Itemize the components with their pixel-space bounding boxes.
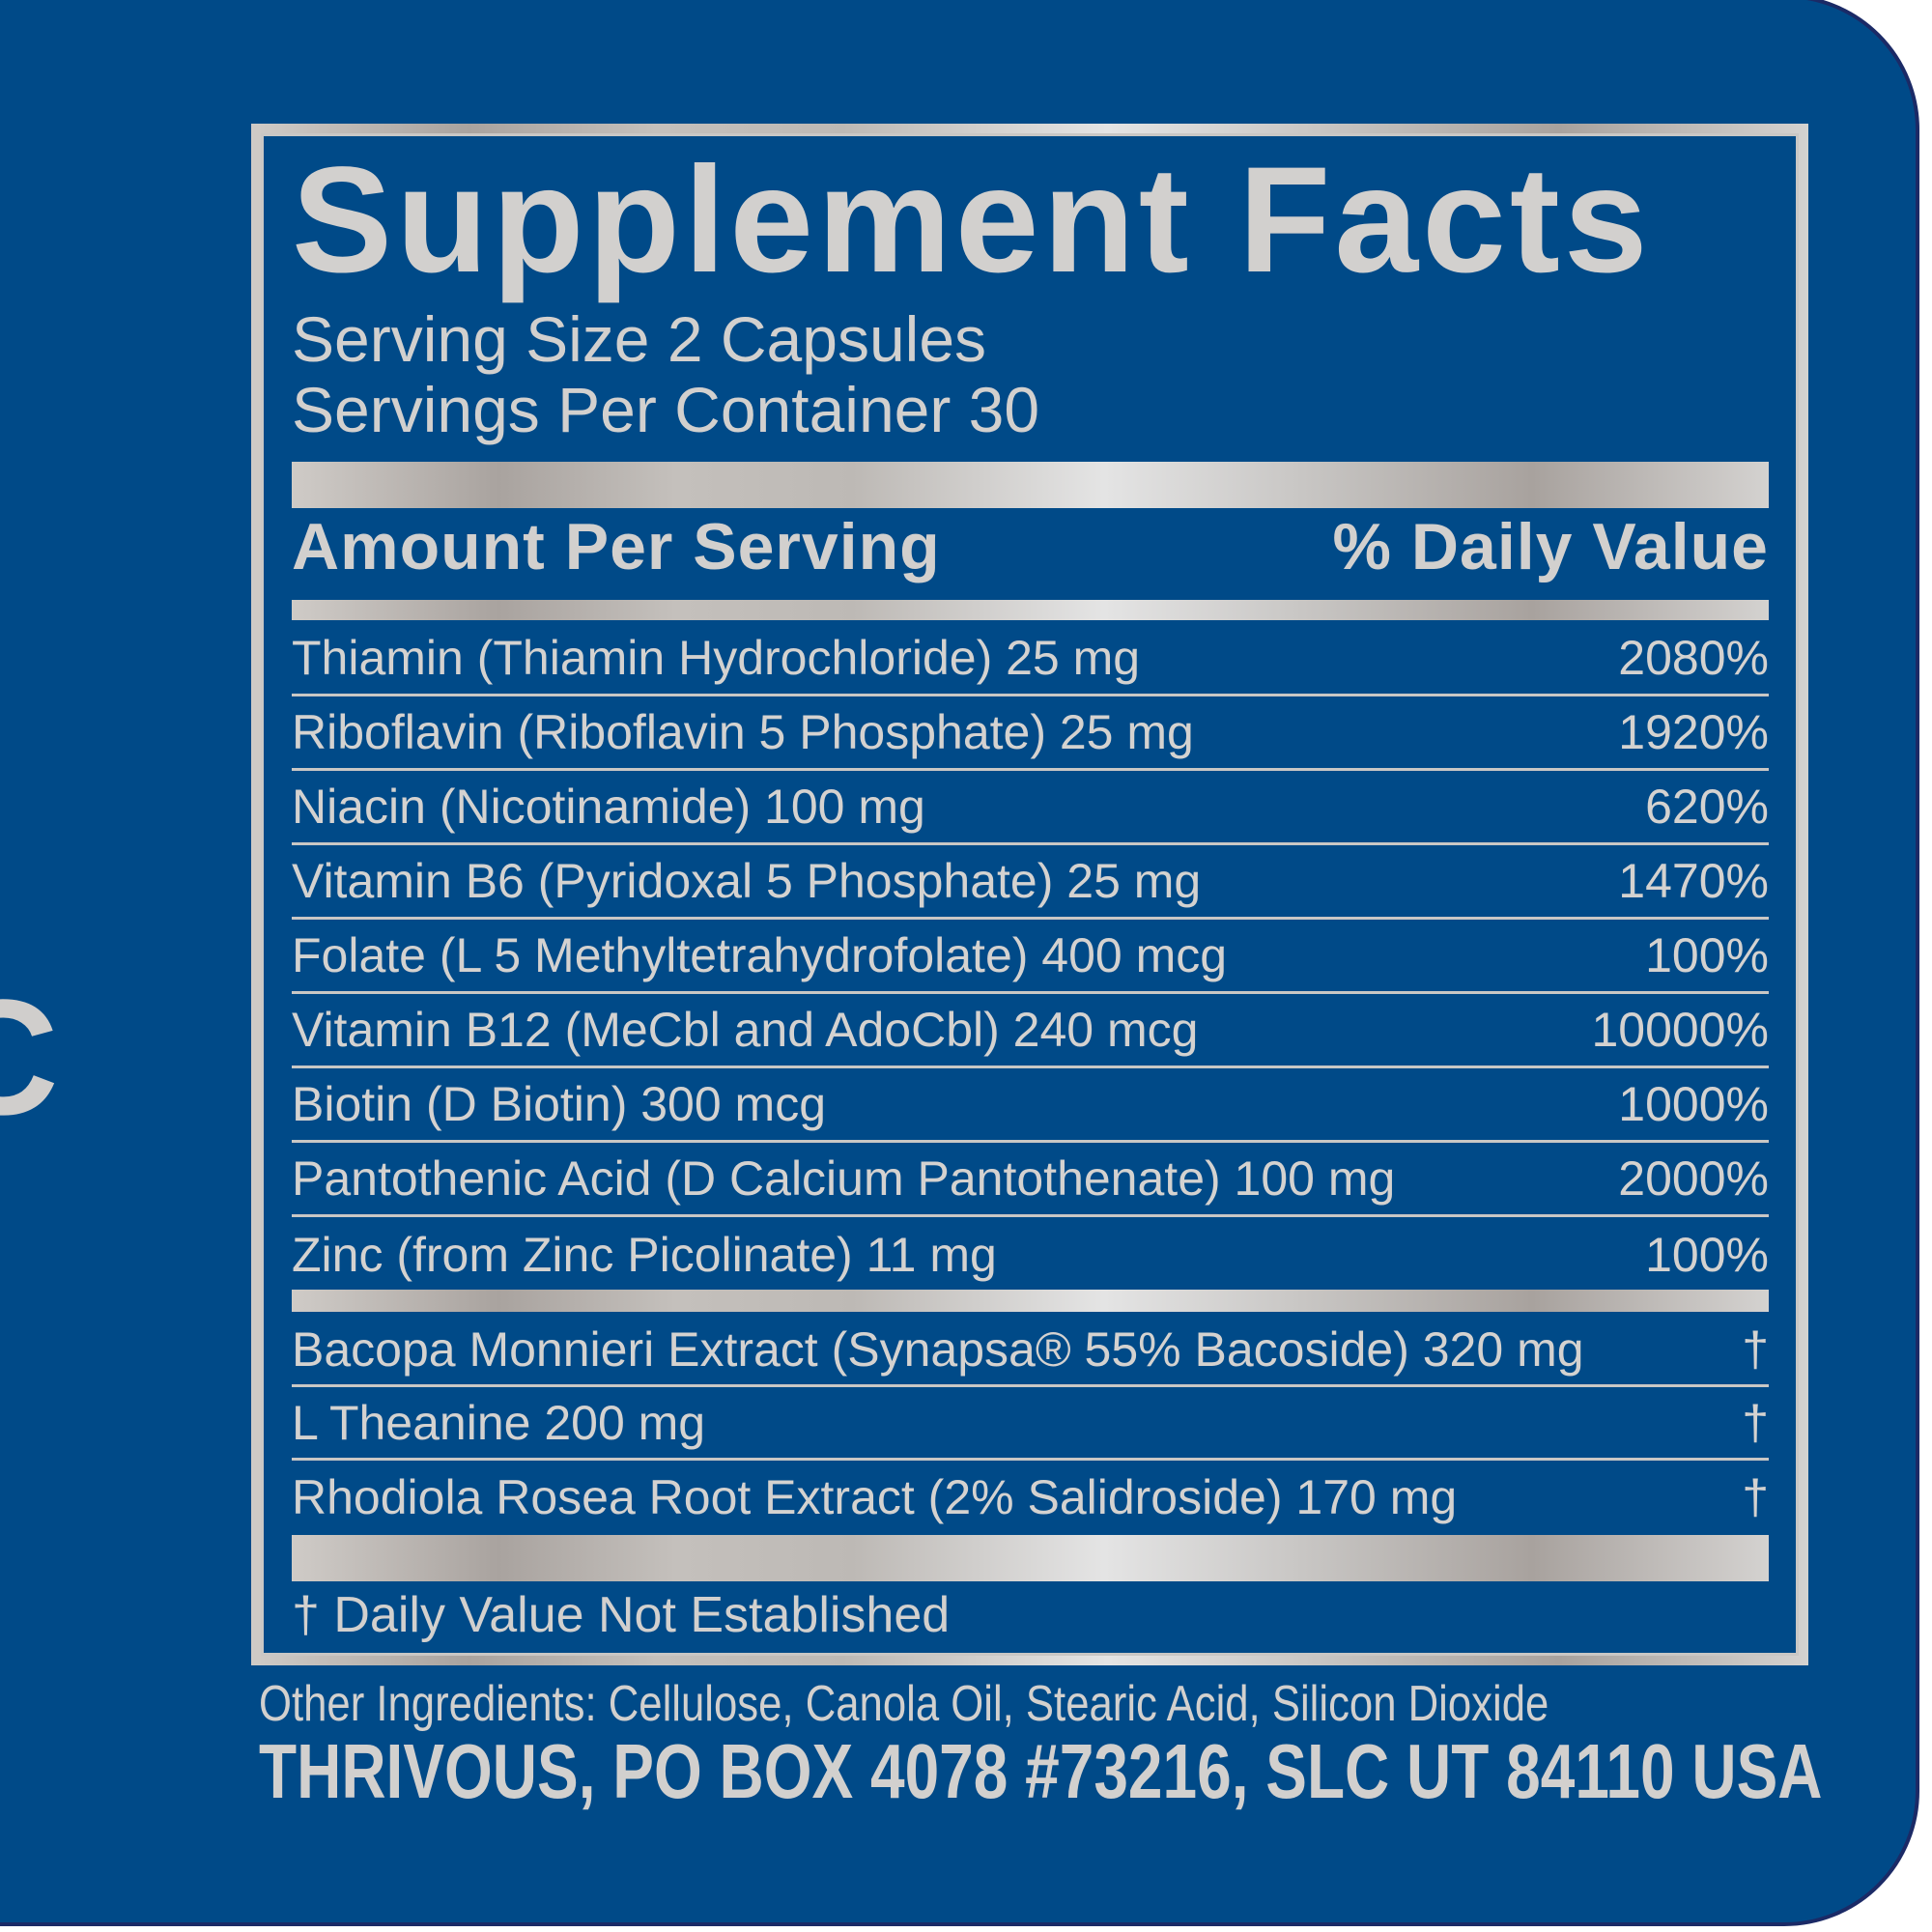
page-title: Supplement Facts: [292, 136, 1652, 304]
daily-value-header: % Daily Value: [1332, 510, 1769, 583]
nutrient-name: Folate (L 5 Methyltetrahydrofolate) 400 …: [292, 928, 1228, 982]
daily-value: 1470%: [1618, 854, 1769, 908]
nutrient-name: Niacin (Nicotinamide) 100 mg: [292, 780, 925, 834]
nutrient-name: Rhodiola Rosea Root Extract (2% Salidros…: [292, 1470, 1458, 1524]
thick-divider: [292, 462, 1769, 508]
other-ingredients: Other Ingredients: Cellulose, Canola Oil…: [259, 1676, 1549, 1732]
table-row: Thiamin (Thiamin Hydrochloride) 25 mg 208…: [292, 622, 1769, 696]
nutrient-name: Biotin (D Biotin) 300 mcg: [292, 1077, 827, 1131]
daily-value: †: [1742, 1470, 1769, 1524]
frame-inner: [261, 133, 1799, 1656]
thick-divider: [292, 1535, 1769, 1581]
nutrient-name: Riboflavin (Riboflavin 5 Phosphate) 25 m…: [292, 705, 1194, 759]
daily-value: 100%: [1645, 1227, 1769, 1282]
medium-divider: [292, 1290, 1769, 1312]
table-row: L Theanine 200 mg †: [292, 1387, 1769, 1461]
table-row: Biotin (D Biotin) 300 mcg 1000%: [292, 1068, 1769, 1143]
medium-divider: [292, 600, 1769, 620]
daily-value: 10000%: [1591, 1003, 1770, 1057]
nutrient-name: L Theanine 200 mg: [292, 1395, 706, 1450]
table-row: Bacopa Monnieri Extract (Synapsa® 55% Ba…: [292, 1314, 1769, 1387]
nutrient-name: Vitamin B6 (Pyridoxal 5 Phosphate) 25 mg: [292, 854, 1202, 908]
supplement-facts-frame: [251, 124, 1808, 1665]
nutrient-name: Vitamin B12 (MeCbl and AdoCbl) 240 mcg: [292, 1003, 1199, 1057]
company-address: THRIVOUS, PO BOX 4078 #73216, SLC UT 841…: [259, 1728, 1823, 1814]
footnote: † Daily Value Not Established: [292, 1587, 951, 1643]
daily-value: 2080%: [1618, 631, 1769, 685]
daily-value: †: [1742, 1321, 1769, 1377]
nutrient-name: Bacopa Monnieri Extract (Synapsa® 55% Ba…: [292, 1321, 1584, 1377]
daily-value: 1920%: [1618, 705, 1769, 759]
servings-per-container: Servings Per Container 30: [292, 374, 1040, 445]
daily-value: †: [1742, 1395, 1769, 1450]
table-row: Vitamin B12 (MeCbl and AdoCbl) 240 mcg 10…: [292, 994, 1769, 1068]
table-row: Rhodiola Rosea Root Extract (2% Salidros…: [292, 1461, 1769, 1534]
nutrient-name: Pantothenic Acid (D Calcium Pantothenate…: [292, 1151, 1396, 1206]
table-row: Vitamin B6 (Pyridoxal 5 Phosphate) 25 mg…: [292, 845, 1769, 920]
table-row: Riboflavin (Riboflavin 5 Phosphate) 25 m…: [292, 696, 1769, 771]
nutrient-name: Zinc (from Zinc Picolinate) 11 mg: [292, 1227, 997, 1282]
table-row: Pantothenic Acid (D Calcium Pantothenate…: [292, 1143, 1769, 1217]
serving-size: Serving Size 2 Capsules: [292, 303, 987, 375]
table-row: Zinc (from Zinc Picolinate) 11 mg 100%: [292, 1217, 1769, 1292]
daily-value: 2000%: [1618, 1151, 1769, 1206]
table-row: Folate (L 5 Methyltetrahydrofolate) 400 …: [292, 920, 1769, 994]
nutrient-name: Thiamin (Thiamin Hydrochloride) 25 mg: [292, 631, 1141, 685]
table-row: Niacin (Nicotinamide) 100 mg 620%: [292, 771, 1769, 845]
daily-value: 620%: [1645, 780, 1769, 834]
side-letter-fragment: C: [0, 976, 59, 1140]
amount-per-serving-header: Amount Per Serving: [292, 510, 941, 583]
daily-value: 1000%: [1618, 1077, 1769, 1131]
daily-value: 100%: [1645, 928, 1769, 982]
